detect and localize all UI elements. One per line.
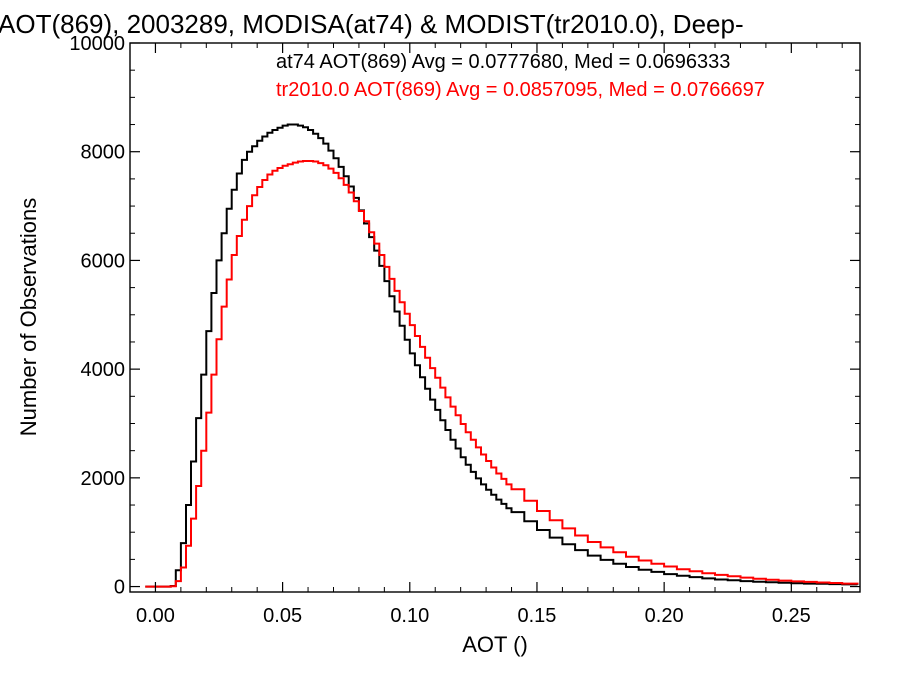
plot-frame: [129, 42, 861, 593]
legend-tr2010: tr2010.0 AOT(869) Avg = 0.0857095, Med =…: [276, 79, 765, 101]
x-tick-label: 0.05: [263, 605, 302, 627]
y-tick-label: 6000: [81, 250, 126, 272]
x-tick-label: 0.00: [136, 605, 175, 627]
x-axis-label: AOT (): [462, 632, 528, 657]
x-tick-label: 0.15: [517, 605, 556, 627]
legend-at74: at74 AOT(869) Avg = 0.0777680, Med = 0.0…: [276, 51, 730, 73]
x-tick-label: 0.25: [772, 605, 811, 627]
series-line-tr2010-0: [145, 160, 859, 588]
chart-title: AOT(869), 2003289, MODISA(at74) & MODIST…: [0, 9, 744, 39]
y-tick-label: 0: [114, 577, 125, 599]
y-tick-label: 2000: [81, 468, 126, 490]
series-layer: [145, 123, 859, 588]
x-tick-label: 0.10: [390, 605, 429, 627]
y-tick-label: 10000: [69, 33, 125, 55]
x-tick-label: 0.20: [645, 605, 684, 627]
y-axis-label: Number of Observations: [16, 198, 41, 436]
y-tick-label: 4000: [81, 359, 126, 381]
y-tick-label: 8000: [81, 142, 126, 164]
series-line-at74: [145, 123, 859, 588]
tick-layer: 0.00 0.05 0.10 0.15 0.20 0.25 0 2000 4000 6000 800…: [69, 33, 860, 627]
